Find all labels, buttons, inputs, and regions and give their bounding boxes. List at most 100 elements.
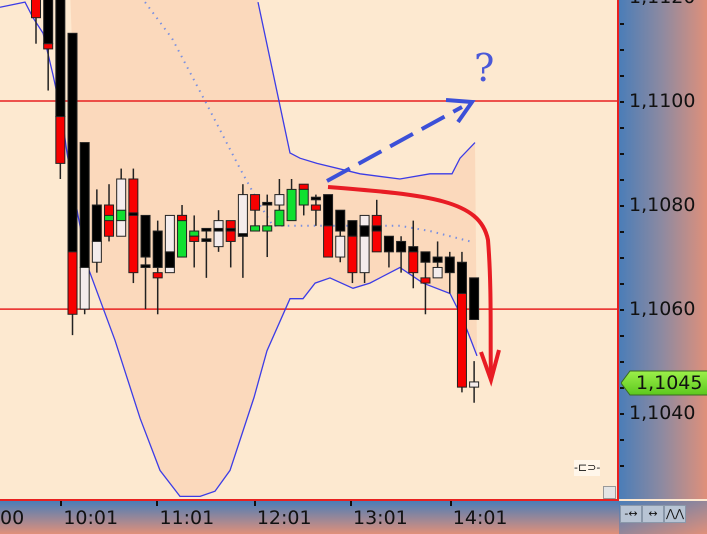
candle-body-15-1 bbox=[213, 227, 224, 232]
time-tick-label: 12:01 bbox=[256, 507, 312, 529]
price-tick bbox=[620, 257, 624, 260]
annotation-question-mark: ? bbox=[474, 46, 495, 90]
price-tick bbox=[620, 126, 624, 129]
candle-body-1-1 bbox=[43, 43, 54, 50]
bollinger-band-fill bbox=[70, 0, 477, 497]
candle-body-5-1 bbox=[91, 240, 102, 263]
annotation-blue-dashed-arrow bbox=[326, 105, 463, 183]
candle-body-8-0 bbox=[128, 178, 139, 274]
candle-body-26-0 bbox=[347, 220, 358, 237]
last-price-tag-shape bbox=[621, 370, 707, 396]
price-tick bbox=[620, 465, 624, 468]
annotation-blue-arrowhead bbox=[445, 98, 476, 124]
candle-body-11-0 bbox=[164, 214, 175, 274]
candle-body-22-1 bbox=[298, 188, 309, 206]
candle-body-27-1 bbox=[359, 225, 370, 237]
price-tick bbox=[620, 152, 624, 155]
candle-body-7-0 bbox=[116, 178, 127, 237]
candle-body-26-1 bbox=[347, 235, 358, 274]
price-tick-label: 1,1040 bbox=[629, 402, 696, 425]
candle-body-24-1 bbox=[323, 225, 334, 258]
candle-body-3-1 bbox=[67, 251, 78, 315]
candle-body-3-0 bbox=[67, 32, 78, 253]
candle-body-35-1 bbox=[456, 292, 467, 388]
candle-body-5-0 bbox=[91, 204, 102, 242]
candle-body-18-1 bbox=[250, 225, 261, 232]
candle-body-17-1 bbox=[237, 233, 248, 237]
candle-body-22-0 bbox=[298, 183, 309, 190]
candle-body-4-1 bbox=[79, 266, 90, 310]
price-tick-label: 1,1120 bbox=[629, 0, 695, 7]
time-tick bbox=[60, 501, 63, 506]
candle-body-24-0 bbox=[323, 194, 334, 227]
candle-body-25-0 bbox=[335, 209, 346, 232]
candle-body-35-0 bbox=[456, 261, 467, 294]
price-tick bbox=[620, 178, 624, 181]
candle-body-4-0 bbox=[79, 142, 90, 268]
candle-body-10-1 bbox=[152, 272, 163, 279]
scroll-left-button[interactable]: -↔ bbox=[620, 505, 642, 523]
price-tick bbox=[620, 361, 624, 364]
candle-body-9-0 bbox=[140, 214, 151, 258]
time-tick-label: 00 bbox=[0, 507, 25, 529]
price-tick bbox=[620, 205, 624, 207]
candle-body-19-1 bbox=[262, 201, 273, 206]
candle-body-34-0 bbox=[444, 256, 455, 274]
middle-band-line bbox=[144, 1, 471, 243]
candle-body-18-0 bbox=[250, 194, 261, 211]
candle-body-20-1 bbox=[274, 209, 285, 227]
candle-body-15-0 bbox=[213, 220, 224, 248]
candle-body-33-0 bbox=[432, 256, 443, 263]
candle-body-25-1 bbox=[335, 235, 346, 258]
price-tick bbox=[620, 413, 624, 416]
candle-body-14-0 bbox=[201, 227, 212, 232]
scroll-both-button[interactable]: ↔ bbox=[642, 505, 664, 523]
candle-body-10-0 bbox=[152, 230, 163, 268]
time-tick-label: 11:01 bbox=[159, 507, 215, 529]
price-axis[interactable]: 1,1120 1,1100 1,1080 1,1060 1,1040 bbox=[619, 0, 707, 499]
candle-body-8-1 bbox=[128, 212, 139, 216]
price-tick-label: 1,1060 bbox=[629, 298, 696, 321]
candle-body-7-1 bbox=[116, 209, 127, 222]
candle-body-16-1 bbox=[225, 227, 236, 232]
resize-corner-icon[interactable] bbox=[603, 486, 616, 499]
candle-body-14-1 bbox=[201, 238, 212, 242]
candle-body-29-0 bbox=[383, 235, 394, 253]
candle-body-32-1 bbox=[420, 277, 431, 284]
candle-body-20-0 bbox=[274, 194, 285, 206]
candle-body-31-1 bbox=[408, 251, 419, 274]
candle-body-1-0 bbox=[43, 0, 54, 45]
last-price-label: 1,1045 bbox=[621, 370, 707, 396]
price-tick bbox=[620, 283, 624, 286]
candle-body-31-0 bbox=[408, 246, 419, 253]
candle-body-11-1 bbox=[164, 251, 175, 268]
connection-plug-icon[interactable]: -⊏⊃- bbox=[574, 460, 601, 476]
annotation-red-arrowhead bbox=[479, 349, 501, 387]
time-tick-label: 10:01 bbox=[63, 507, 119, 529]
candlestick-chart bbox=[0, 0, 617, 498]
candle-body-13-1 bbox=[189, 235, 200, 242]
chart-plot-area[interactable]: ? -⊏⊃- bbox=[0, 0, 619, 501]
time-tick bbox=[449, 501, 452, 506]
price-tick bbox=[620, 387, 624, 390]
candle-body-32-0 bbox=[420, 251, 431, 263]
time-axis[interactable]: 00 10:01 11:01 12:01 13:01 14:01 bbox=[0, 501, 619, 534]
annotation-red-curved-arrow bbox=[327, 185, 493, 379]
price-tick bbox=[620, 439, 624, 442]
price-tick bbox=[620, 309, 624, 312]
upper-band-line bbox=[257, 1, 476, 180]
axis-toolbar: -↔ ↔ ⋀⋀ bbox=[619, 501, 707, 534]
price-tick bbox=[620, 22, 624, 25]
candle-body-27-0 bbox=[359, 214, 370, 274]
candle-body-28-0 bbox=[371, 214, 382, 253]
time-tick bbox=[253, 501, 256, 506]
price-tick bbox=[620, 100, 624, 103]
candle-body-2-0 bbox=[55, 0, 66, 118]
candle-body-21-0 bbox=[286, 188, 297, 222]
chart-style-button[interactable]: ⋀⋀ bbox=[664, 505, 686, 523]
candle-body-33-1 bbox=[432, 266, 443, 279]
price-tick bbox=[620, 231, 624, 234]
candle-body-36-0 bbox=[469, 277, 480, 320]
candle-body-19-0 bbox=[262, 225, 273, 232]
price-tick bbox=[620, 48, 624, 51]
